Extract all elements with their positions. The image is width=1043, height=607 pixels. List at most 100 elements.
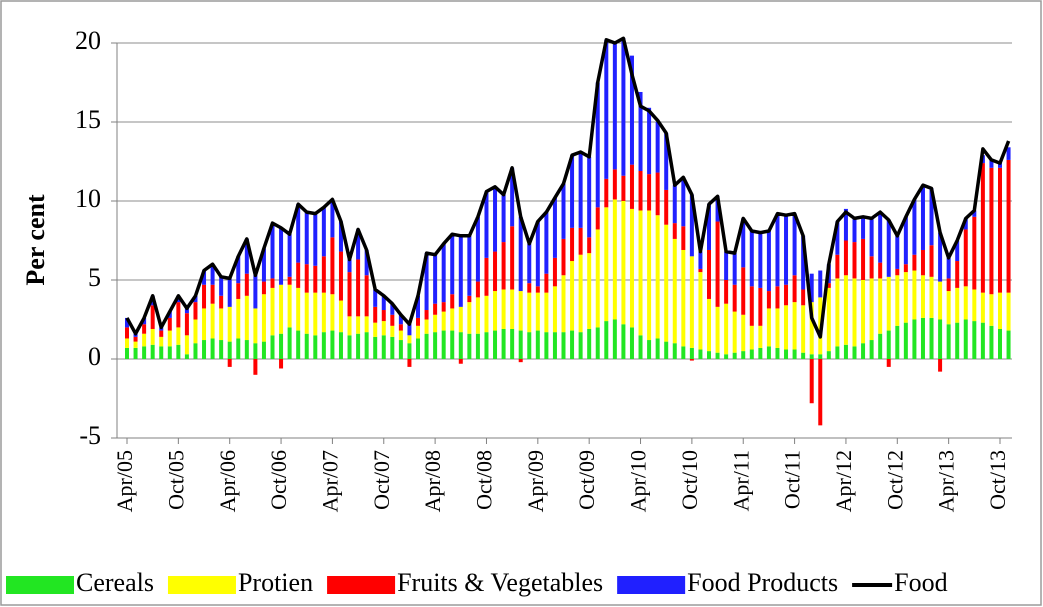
- bar-segment: [707, 351, 711, 359]
- bar-segment: [638, 170, 643, 211]
- bar-segment: [775, 347, 780, 359]
- bar-segment: [852, 242, 857, 279]
- bar-segment: [835, 254, 840, 279]
- bar-segment: [689, 347, 694, 359]
- bar-segment: [364, 332, 369, 359]
- bar-segment: [493, 291, 498, 331]
- bar-segment: [784, 305, 789, 350]
- bar-segment: [741, 267, 746, 315]
- bar-segment: [441, 311, 446, 331]
- bar-segment: [715, 352, 720, 359]
- bar-segment: [732, 311, 737, 353]
- bar-segment: [441, 302, 446, 312]
- bar-segment: [475, 281, 480, 298]
- bar-segment: [912, 319, 917, 359]
- bar-segment: [612, 199, 617, 320]
- bar-segment: [826, 287, 831, 352]
- bar-segment: [920, 275, 925, 318]
- bar-segment: [792, 302, 797, 350]
- bar-segment: [253, 359, 258, 375]
- bar-segment: [236, 338, 241, 359]
- bar-segment: [852, 346, 857, 359]
- bar-segment: [672, 343, 677, 359]
- bar-segment: [338, 251, 343, 301]
- bar-segment: [227, 359, 232, 367]
- legend-label: Food Products: [687, 568, 838, 597]
- bar-segment: [518, 216, 523, 292]
- bar-segment: [261, 248, 266, 282]
- bar-segment: [647, 340, 652, 359]
- bar-segment: [818, 270, 823, 298]
- bar-segment: [279, 359, 284, 369]
- bar-segment: [972, 210, 977, 217]
- bar-segment: [920, 317, 925, 359]
- bar-segment: [321, 332, 326, 359]
- bar-segment: [313, 335, 318, 359]
- bar-segment: [236, 298, 241, 339]
- bar-segment: [946, 278, 951, 292]
- y-tick-label: -5: [79, 421, 101, 450]
- bar-segment: [493, 186, 498, 252]
- bar-segment: [852, 278, 857, 347]
- bar-segment: [287, 327, 292, 359]
- bar-segment: [775, 286, 780, 309]
- bar-segment: [150, 344, 155, 359]
- bar-segment: [801, 289, 806, 306]
- bar-segment: [176, 344, 181, 359]
- bar-segment: [929, 317, 934, 359]
- bar-segment: [501, 242, 506, 290]
- bar-segment: [612, 169, 617, 200]
- bar-segment: [544, 212, 549, 274]
- bar-segment: [125, 347, 129, 359]
- bar-segment: [364, 249, 369, 276]
- legend-label: Food: [894, 568, 947, 597]
- bar-segment: [184, 335, 189, 355]
- bar-segment: [903, 264, 908, 273]
- bar-segment: [467, 302, 472, 334]
- bar-segment: [433, 303, 438, 315]
- bar-segment: [287, 234, 292, 277]
- bar-segment: [356, 259, 361, 317]
- bar-segment: [681, 177, 686, 227]
- bar-segment: [159, 336, 164, 347]
- bar-segment: [450, 330, 455, 359]
- bar-segment: [347, 335, 352, 359]
- bar-segment: [587, 253, 592, 329]
- bar-segment: [527, 283, 532, 293]
- bar-segment: [698, 268, 703, 273]
- bar-segment: [484, 295, 489, 333]
- bar-segment: [689, 359, 694, 361]
- bar-segment: [150, 328, 155, 345]
- bar-segment: [612, 43, 617, 170]
- bar-segment: [647, 174, 652, 211]
- bar-segment: [792, 213, 797, 276]
- bar-segment: [441, 330, 446, 359]
- bar-segment: [347, 316, 352, 336]
- bar-segment: [475, 333, 480, 359]
- x-tick-label: Apr/09: [523, 450, 548, 512]
- bar-segment: [450, 308, 455, 331]
- bar-segment: [458, 306, 463, 333]
- bar-segment: [775, 213, 780, 287]
- bar-segment: [219, 340, 224, 359]
- bar-segment: [707, 298, 711, 352]
- bar-segment: [707, 249, 711, 299]
- bar-segment: [304, 264, 309, 293]
- bar-segment: [321, 207, 326, 257]
- bar-segment: [895, 275, 900, 326]
- bar-segment: [518, 291, 523, 331]
- bar-segment: [578, 227, 583, 255]
- x-tick-label: Oct/11: [780, 450, 805, 509]
- bar-segment: [595, 207, 600, 230]
- bar-segment: [184, 313, 189, 336]
- bar-segment: [193, 319, 198, 344]
- x-tick-label: Oct/09: [574, 450, 599, 510]
- bar-segment: [364, 316, 369, 333]
- bar-segment: [1006, 159, 1011, 293]
- bar-segment: [527, 292, 532, 333]
- bar-segment: [304, 212, 309, 265]
- bar-segment: [595, 327, 600, 359]
- bar-segment: [467, 295, 472, 303]
- bar-segment: [604, 178, 609, 208]
